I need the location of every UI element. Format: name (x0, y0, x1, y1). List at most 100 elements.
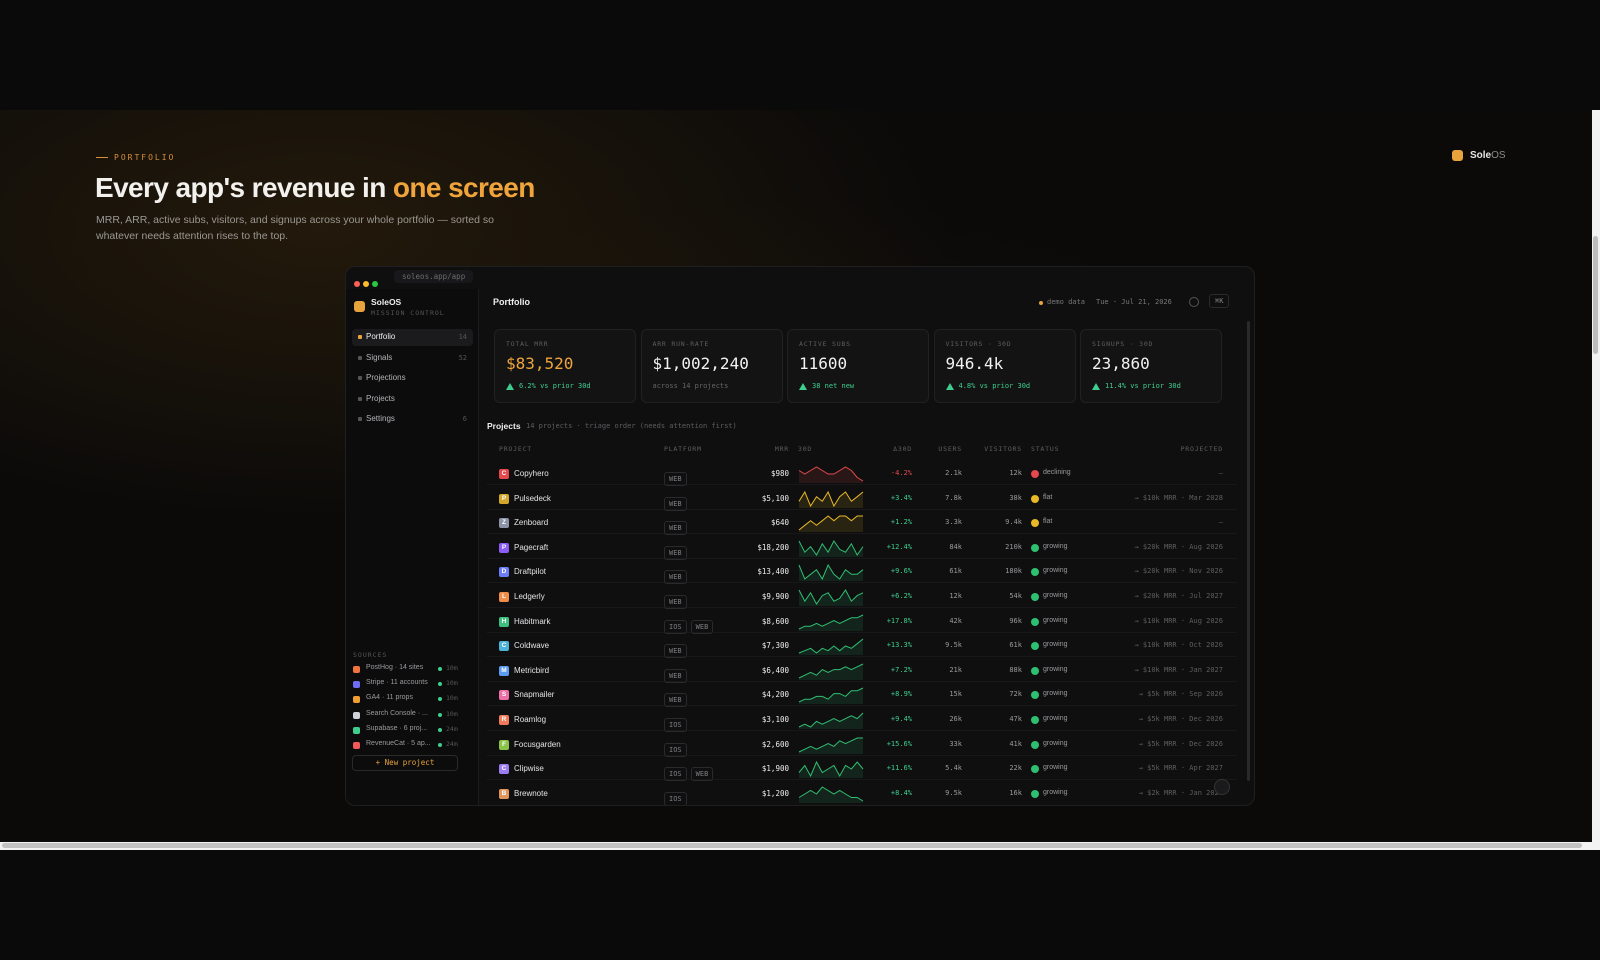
users: 9.5k (945, 641, 962, 650)
table-row[interactable] (487, 537, 1237, 559)
visitors: 41k (1009, 739, 1022, 748)
table-row[interactable] (487, 635, 1237, 658)
mrr: $9,900 (761, 592, 789, 601)
platforms: WEB (664, 566, 691, 585)
status-dot (1031, 642, 1039, 651)
change: +9.4% (890, 715, 912, 723)
shortcut[interactable]: ⌘K (1209, 294, 1230, 308)
source-age: 10m (446, 679, 458, 688)
nav-item[interactable]: Projections (352, 370, 473, 387)
table-row[interactable] (487, 463, 1237, 485)
sparkline (798, 712, 864, 729)
kpi-value: $83,520 (506, 354, 574, 373)
app-window: soleos.app/app SoleOS MISSION CONTROL Port… (345, 266, 1255, 806)
url-bar: soleos.app/app (394, 270, 474, 283)
project-name: Habitmark (514, 616, 551, 626)
platform-pill: WEB (664, 521, 687, 536)
nav-count: 6 (462, 415, 467, 423)
column-header: 30D (798, 445, 813, 453)
mrr: $2,600 (761, 739, 789, 749)
source-dot (438, 727, 442, 732)
visitors: 38k (1009, 493, 1022, 502)
demo-badge: demo data (1047, 298, 1085, 306)
status: growing (1043, 641, 1068, 649)
source-label: Stripe · 11 accounts (366, 679, 428, 687)
visitors: 16k (1009, 788, 1022, 797)
table-row[interactable] (487, 611, 1237, 633)
kpi-note: 11.4% vs prior 30d (1105, 382, 1181, 390)
title-accent: one screen (392, 172, 535, 203)
new-project-button[interactable]: + New project (352, 755, 458, 771)
kpi-label: TOTAL MRR (506, 340, 549, 348)
sparkline-area (799, 614, 863, 631)
project-name: Roamlog (514, 715, 547, 724)
users: 9.5k (945, 788, 962, 797)
platforms: WEB (664, 468, 691, 486)
platform-pill: WEB (664, 472, 687, 486)
project-name: Copyhero (514, 469, 549, 478)
nav-label: Settings (366, 414, 395, 423)
source-dot (438, 697, 442, 702)
brand: SoleOS (371, 297, 402, 307)
mrr: $1,900 (761, 764, 789, 774)
nav-item[interactable]: Projects (352, 391, 473, 408)
hero-subtitle: MRR, ARR, active subs, visitors, and sig… (96, 214, 494, 242)
sparkline-area (799, 516, 863, 533)
logo-name: Sole (1470, 150, 1492, 162)
nav-item[interactable]: Portfolio 14 (352, 329, 473, 346)
users: 15k (949, 690, 962, 699)
table-row[interactable] (487, 734, 1237, 756)
table-row[interactable] (487, 561, 1237, 584)
projected: → $20k MRR · Jul 2027 (1134, 592, 1223, 600)
table-row[interactable] (487, 709, 1237, 731)
status: growing (1043, 567, 1068, 575)
sparkline (798, 638, 864, 656)
table-row[interactable] (487, 586, 1237, 608)
projected: → $5k MRR · Sep 2026 (1138, 690, 1223, 699)
chat-button[interactable] (1214, 779, 1230, 795)
visitors: 47k (1009, 715, 1022, 723)
table-row[interactable] (487, 512, 1237, 535)
hero-title: Every app's revenue in one screen (95, 172, 535, 204)
table-row[interactable] (487, 660, 1237, 682)
nav-count: 52 (458, 353, 467, 362)
change: +3.4% (890, 493, 912, 502)
projected: → $20k MRR · Nov 2026 (1134, 567, 1223, 576)
sparkline-line (798, 466, 864, 482)
table-row[interactable] (487, 488, 1237, 510)
project-icon: C (499, 764, 509, 775)
nav-item[interactable]: Signals 52 (352, 350, 473, 367)
platforms: WEB (664, 542, 691, 560)
page-scroll-track (1592, 110, 1600, 842)
platform-pill: WEB (664, 545, 687, 560)
projected: → $5k MRR · Apr 2027 (1138, 764, 1223, 773)
change: +11.6% (886, 764, 912, 773)
nav-item[interactable]: Settings 6 (352, 411, 473, 428)
sparkline (798, 761, 864, 779)
column-header: VISITORS (984, 445, 1022, 453)
status: growing (1043, 715, 1068, 722)
projected: → $10k MRR · Oct 2026 (1134, 641, 1223, 650)
platform-pill: WEB (664, 570, 687, 585)
sparkline-line (798, 589, 864, 605)
nav-label: Projects (366, 393, 395, 403)
settings-icon[interactable] (1189, 297, 1199, 307)
h-scroll-track[interactable] (0, 842, 1600, 850)
logo[interactable]: SoleOS (1452, 150, 1506, 161)
platforms: WEB (664, 640, 691, 659)
sparkline-line (798, 490, 864, 507)
visitors: 180k (1005, 567, 1022, 576)
platform-pill: WEB (664, 644, 687, 659)
sparkline (798, 663, 864, 680)
visitors: 88k (1009, 665, 1022, 674)
project-icon: C (499, 469, 509, 479)
source-age: 24m (446, 724, 458, 733)
project-name: Snapmailer (514, 690, 555, 700)
table-row[interactable] (487, 758, 1237, 781)
column-header: PROJECT (499, 445, 532, 453)
table-row[interactable] (487, 684, 1237, 707)
projected: — (1218, 518, 1223, 527)
eyebrow-text: PORTFOLIO (114, 153, 176, 162)
column-header: Δ30D (893, 445, 912, 453)
platform-pill: WEB (690, 767, 714, 782)
